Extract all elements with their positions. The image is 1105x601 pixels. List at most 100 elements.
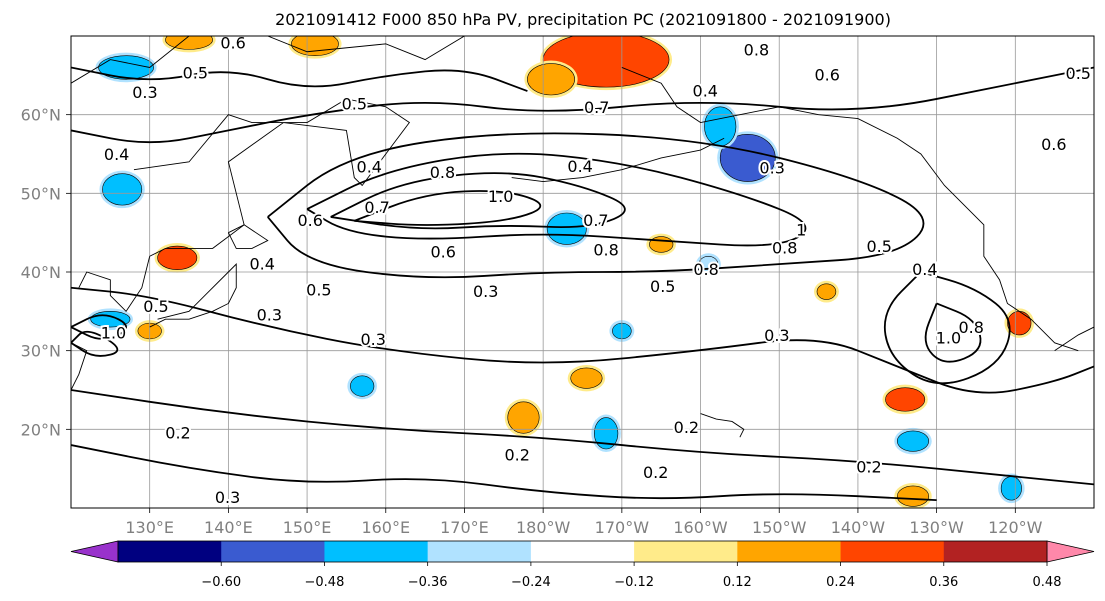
pc-region bbox=[885, 387, 926, 412]
pv-contour-label: 0.2 bbox=[165, 424, 190, 443]
pc-region bbox=[896, 485, 930, 507]
pv-contour-label: 0.2 bbox=[643, 463, 668, 482]
colorbar-tick-label: 0.48 bbox=[1033, 575, 1062, 590]
colorbar-tick-label: −0.24 bbox=[511, 575, 551, 590]
chart-title: 2021091412 F000 850 hPa PV, precipitatio… bbox=[275, 10, 891, 29]
coastline bbox=[149, 263, 237, 328]
pv-contour-label: 0.2 bbox=[856, 457, 881, 476]
pv-contour-labels: 0.6 0.5 0.3 0.4 0.5 0.4 0.8 0.7 0.6 1.0 0.4 0.6 0.7 0… bbox=[99, 33, 1093, 508]
pv-contour-label: 0.3 bbox=[764, 326, 789, 345]
pc-region bbox=[350, 375, 375, 397]
colorbar-segment bbox=[530, 541, 635, 562]
pv-contour-label: 0.4 bbox=[693, 81, 718, 100]
lat-tick-label: 60°N bbox=[21, 106, 61, 125]
lon-tick-label: 140°E bbox=[204, 518, 253, 537]
colorbar-segment bbox=[324, 541, 428, 562]
pv-contour-label: 1.0 bbox=[488, 187, 513, 206]
coastline bbox=[71, 36, 465, 84]
pv-contour-label: 0.3 bbox=[360, 330, 385, 349]
pc-region bbox=[1007, 311, 1032, 336]
coastline bbox=[71, 342, 88, 391]
lon-tick-label: 130°W bbox=[909, 518, 964, 537]
lon-tick-label: 170°W bbox=[595, 518, 650, 537]
pc-region bbox=[594, 417, 619, 450]
coastline bbox=[700, 413, 745, 438]
pc-region bbox=[98, 55, 154, 80]
pv-contour-line bbox=[71, 389, 1094, 486]
pv-contour-label: 0.6 bbox=[1041, 135, 1066, 154]
pv-contour-label: 0.3 bbox=[215, 488, 240, 507]
pv-contour-label: 0.4 bbox=[249, 254, 274, 273]
pv-contour-line bbox=[267, 132, 925, 279]
pc-region bbox=[165, 36, 213, 50]
pv-contour-label: 0.6 bbox=[297, 211, 322, 230]
pv-contour-line bbox=[71, 330, 119, 357]
pv-contour-label: 0.3 bbox=[257, 306, 282, 325]
pv-contour-label: 0.8 bbox=[772, 239, 797, 258]
pv-contour-line bbox=[924, 302, 982, 363]
precip-pc-shading bbox=[87, 36, 1035, 508]
colorbar-segment bbox=[118, 541, 222, 562]
lon-tick-label: 170°E bbox=[440, 518, 489, 537]
colorbar-tick-label: −0.36 bbox=[408, 575, 448, 590]
pv-contour-label: 0.4 bbox=[104, 145, 129, 164]
pv-contour-line bbox=[71, 444, 937, 502]
pv-contour-label: 0.6 bbox=[430, 243, 455, 262]
pc-region bbox=[1000, 476, 1022, 501]
pv-contours bbox=[71, 66, 1094, 502]
lon-tick-label: 140°W bbox=[831, 518, 886, 537]
lat-tick-label: 30°N bbox=[21, 342, 61, 361]
lon-tick-label: 150°W bbox=[752, 518, 807, 537]
pv-contour-label: 0.3 bbox=[132, 83, 157, 102]
coastline bbox=[511, 137, 725, 182]
colorbar-tick-label: −0.60 bbox=[201, 575, 241, 590]
pc-region bbox=[102, 173, 143, 206]
lat-tick-labels: 20°N 30°N 40°N 50°N 60°N bbox=[21, 106, 71, 439]
colorbar-tick-label: 0.36 bbox=[929, 575, 958, 590]
pc-region bbox=[816, 283, 837, 300]
colorbar-segment bbox=[427, 541, 532, 562]
colorbar-outline bbox=[117, 540, 1048, 563]
coastline bbox=[227, 224, 269, 249]
coastline bbox=[78, 256, 151, 313]
colorbar-extend-high bbox=[1046, 540, 1095, 563]
pv-contour-label: 0.5 bbox=[866, 237, 891, 256]
pv-contour-label: 0.4 bbox=[912, 260, 937, 279]
lon-tick-label: 130°E bbox=[125, 518, 174, 537]
coastline bbox=[1054, 326, 1094, 352]
colorbar-tick-label: 0.24 bbox=[826, 575, 855, 590]
pv-contour-label: 0.6 bbox=[815, 66, 840, 85]
lon-tick-label: 160°E bbox=[361, 518, 410, 537]
pv-contour-line bbox=[71, 314, 127, 340]
pc-region bbox=[719, 134, 776, 182]
colorbar-tick-label: −0.48 bbox=[305, 575, 345, 590]
coastline bbox=[621, 67, 1079, 352]
pv-contour-label: 0.8 bbox=[959, 318, 984, 337]
pv-contour-line bbox=[330, 172, 626, 230]
coastline bbox=[133, 98, 411, 257]
pv-contour-line bbox=[71, 66, 1094, 144]
pc-region bbox=[527, 63, 575, 96]
colorbar-segment bbox=[737, 541, 841, 562]
pc-region bbox=[570, 367, 603, 389]
pv-contour-label: 0.2 bbox=[674, 418, 699, 437]
pv-contour-label: 1.0 bbox=[101, 324, 126, 343]
coastlines bbox=[71, 36, 1094, 438]
pv-contour-label: 0.3 bbox=[473, 282, 498, 301]
pc-region bbox=[546, 212, 587, 245]
pv-contour-label: 0.5 bbox=[306, 280, 331, 299]
pv-contour-label: 0.8 bbox=[693, 260, 718, 279]
pv-contour-label: 0.4 bbox=[357, 158, 382, 177]
pv-contour-label: 0.8 bbox=[593, 240, 618, 259]
map-area: 0.6 0.5 0.3 0.4 0.5 0.4 0.8 0.7 0.6 1.0 0.4 0.6 0.7 0… bbox=[71, 33, 1094, 508]
pv-contour-label: 0.6 bbox=[220, 33, 245, 52]
pv-contour-label: 0.5 bbox=[342, 95, 367, 114]
pv-contour-label: 0.8 bbox=[744, 40, 769, 59]
pc-region bbox=[507, 401, 540, 434]
pc-region bbox=[291, 36, 339, 56]
lat-tick-label: 50°N bbox=[21, 184, 61, 203]
pv-contour-line bbox=[883, 271, 1011, 385]
pc-region bbox=[649, 236, 674, 253]
pv-contour-label: 0.7 bbox=[364, 198, 389, 217]
